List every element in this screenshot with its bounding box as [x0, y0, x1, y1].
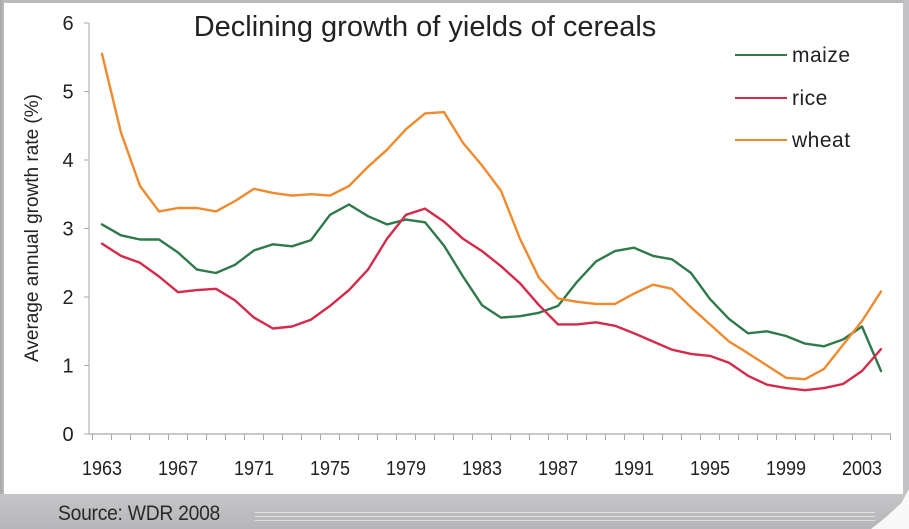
x-axis-ticks: 1963 1967 1971 1975 1979 1983 1987 1991 1995 1999… [82, 434, 891, 480]
y-tick-label: 4 [62, 150, 73, 172]
x-tick-label: 1983 [462, 458, 502, 480]
y-tick-label: 5 [62, 82, 73, 104]
x-tick-label: 1975 [310, 458, 350, 480]
series-line-maize [100, 203, 883, 373]
x-tick-label: 1971 [234, 458, 274, 480]
legend-label-maize: maize [792, 44, 851, 67]
background-edge-right [903, 0, 909, 529]
legend-label-rice: rice [792, 87, 828, 110]
chart-title: Declining growth of yields of cereals [194, 11, 657, 43]
series-lines [100, 52, 883, 392]
x-tick-label: 1987 [538, 458, 578, 480]
x-tick-label: 1967 [158, 458, 198, 480]
y-tick-label: 6 [62, 13, 73, 35]
x-tick-label: 1963 [82, 458, 122, 480]
legend: maize rice wheat [735, 44, 851, 152]
series-line-rice [100, 207, 883, 392]
footer-bar [0, 494, 909, 529]
chart-panel [4, 3, 906, 494]
y-tick-label: 2 [62, 287, 73, 309]
axes [88, 23, 891, 435]
legend-label-wheat: wheat [791, 129, 851, 152]
x-tick-label: 1979 [386, 458, 426, 480]
footer-decoration [255, 512, 875, 522]
source-note: Source: WDR 2008 [58, 502, 221, 525]
x-tick-label: 1991 [614, 458, 654, 480]
y-tick-label: 3 [62, 219, 73, 241]
series-line-wheat [100, 52, 883, 381]
y-tick-label: 1 [62, 356, 73, 378]
y-axis-label: Average annual growth rate (%) [22, 94, 43, 362]
y-axis-ticks: 0 1 2 3 4 5 6 [62, 13, 89, 446]
x-tick-label: 2003 [842, 458, 882, 480]
background-edge [0, 0, 6, 529]
y-tick-label: 0 [62, 424, 73, 446]
x-tick-label: 1995 [690, 458, 730, 480]
x-tick-label: 1999 [766, 458, 806, 480]
